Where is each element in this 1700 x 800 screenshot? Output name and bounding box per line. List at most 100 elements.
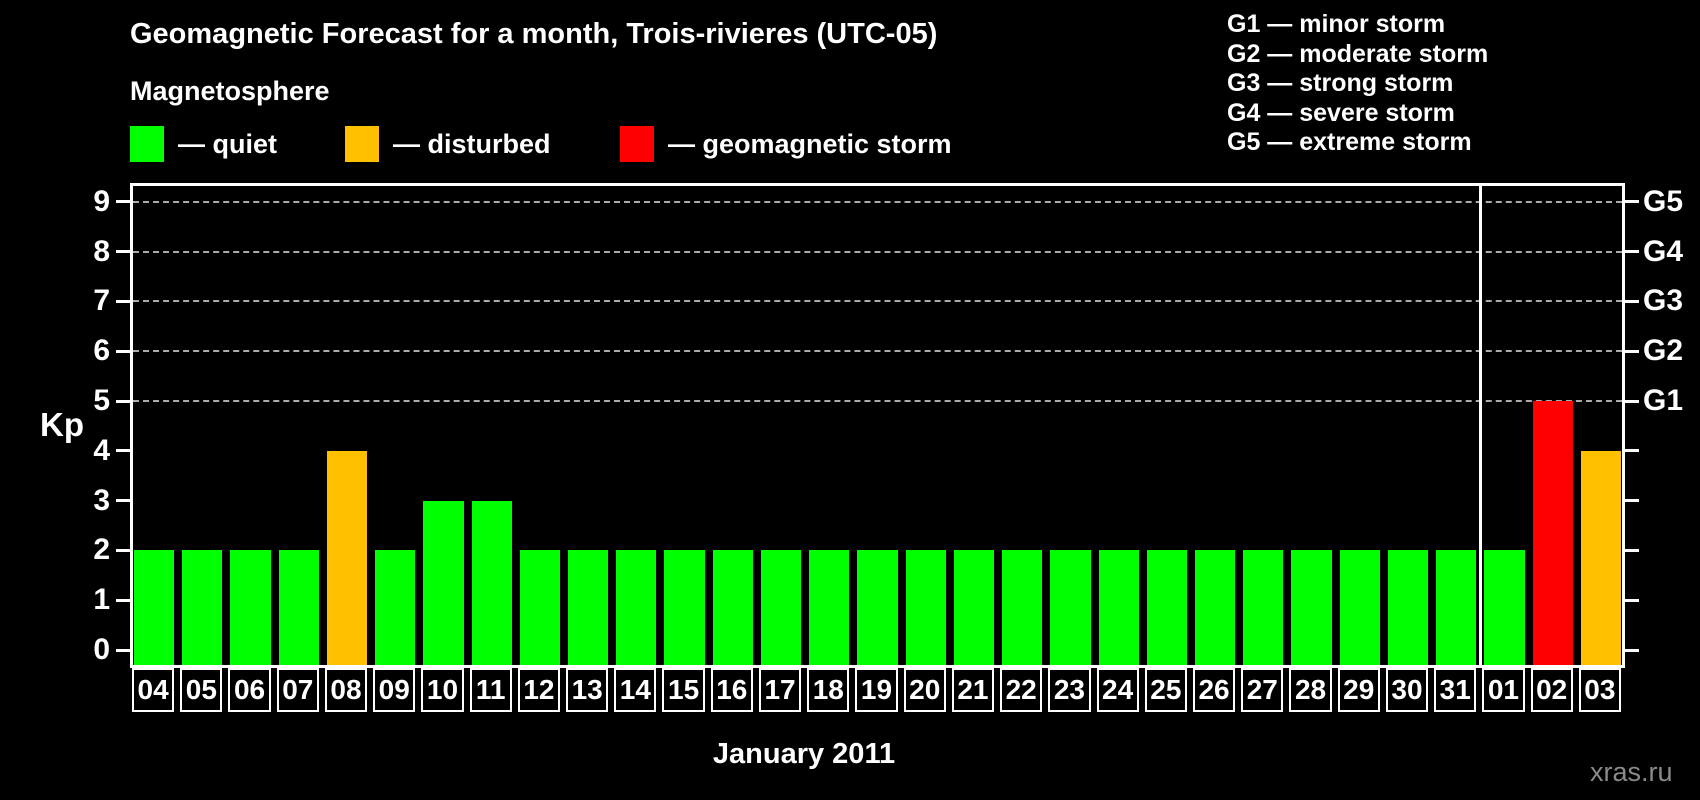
left-tick-4 (116, 449, 130, 453)
day-box-25: 25 (1144, 668, 1187, 712)
day-box-16: 16 (710, 668, 753, 712)
day-box-21: 21 (951, 668, 995, 712)
bar-day-03 (1580, 450, 1621, 665)
day-box-04: 04 (132, 668, 175, 712)
bar-day-08 (326, 450, 368, 665)
bar-day-30 (1387, 550, 1429, 665)
right-axis-label-g1: G1 (1643, 384, 1684, 417)
y-tick-label-7: 7 (93, 284, 110, 318)
day-box-01: 01 (1482, 668, 1525, 712)
day-box-05: 05 (180, 668, 223, 712)
day-box-24: 24 (1096, 668, 1139, 712)
day-box-27: 27 (1241, 668, 1284, 712)
left-tick-9 (116, 200, 130, 204)
day-box-15: 15 (662, 668, 705, 712)
kp-axis-title: Kp (40, 406, 84, 443)
left-tick-6 (116, 349, 130, 353)
left-tick-5 (116, 399, 130, 403)
bar-day-13 (568, 550, 609, 665)
g-scale-legend: G1 — minor storm G2 — moderate storm G3 — … (1227, 10, 1488, 158)
bar-day-10 (423, 500, 464, 665)
legend-swatch-storm (620, 126, 654, 162)
day-box-20: 20 (903, 668, 946, 712)
gridline-kp8 (133, 250, 1622, 253)
plot-area: 0 1 2 3 4 5 6 7 8 9 G5 G4 G3 G2 G1 (93, 183, 1683, 668)
day-box-18: 18 (807, 668, 850, 712)
bar-day-24 (1098, 550, 1139, 665)
day-box-09: 09 (373, 668, 416, 712)
day-box-06: 06 (228, 668, 271, 712)
day-box-31: 31 (1434, 668, 1477, 712)
page-title: Geomagnetic Forecast for a month, Trois-… (130, 18, 938, 50)
g-legend-line-2: G2 — moderate storm (1227, 39, 1489, 68)
bar-day-15 (664, 550, 705, 665)
right-tick-0 (1625, 648, 1639, 652)
legend-swatch-disturbed (345, 126, 379, 162)
day-box-13: 13 (566, 668, 609, 712)
g-legend-line-4: G4 — severe storm (1227, 98, 1455, 127)
day-box-02: 02 (1530, 668, 1573, 712)
bar-day-23 (1050, 550, 1091, 665)
day-box-03: 03 (1578, 668, 1621, 712)
day-box-11: 11 (469, 668, 512, 712)
day-box-22: 22 (1000, 668, 1043, 712)
gridline-kp9 (133, 200, 1622, 203)
watermark: xras.ru (1590, 757, 1673, 787)
right-tick-2 (1625, 548, 1639, 552)
legend-label-storm: — geomagnetic storm (668, 128, 952, 159)
day-box-29: 29 (1337, 668, 1380, 712)
gridline-kp7 (133, 300, 1622, 303)
right-axis-label-g2: G2 (1643, 334, 1684, 368)
day-box-07: 07 (276, 668, 319, 712)
y-tick-label-1: 1 (93, 583, 110, 617)
day-box-23: 23 (1048, 668, 1091, 712)
bar-day-18 (809, 550, 850, 665)
day-box-19: 19 (855, 668, 898, 712)
bar-day-05 (182, 550, 223, 665)
legend-label-quiet: — quiet (178, 128, 277, 159)
legend-label-disturbed: — disturbed (393, 128, 551, 159)
legend-swatch-quiet (130, 126, 164, 162)
day-box-10: 10 (421, 668, 464, 712)
bar-day-04 (134, 550, 175, 665)
right-tick-9 (1625, 200, 1639, 204)
g-legend-line-5: G5 — extreme storm (1227, 128, 1472, 156)
day-box-08: 08 (324, 668, 368, 712)
bar-day-01 (1484, 550, 1525, 665)
bar-day-29 (1339, 550, 1380, 665)
right-tick-5 (1625, 399, 1639, 403)
day-box-30: 30 (1385, 668, 1429, 712)
x-axis-title: January 2011 (712, 738, 896, 770)
bar-day-19 (857, 550, 898, 665)
legend-item-quiet: — quiet (130, 124, 277, 164)
bar-day-07 (278, 550, 319, 665)
gridline-kp5 (133, 400, 1622, 402)
bar-day-21 (953, 550, 995, 665)
day-box-26: 26 (1192, 668, 1236, 712)
right-tick-3 (1625, 499, 1639, 503)
legend-item-storm: — geomagnetic storm (620, 124, 952, 164)
right-axis-label-g5: G5 (1643, 184, 1684, 218)
right-axis-label-g3: G3 (1643, 284, 1684, 318)
day-box-14: 14 (614, 668, 657, 712)
gridline-kp6 (133, 350, 1622, 353)
magnetosphere-label: Magnetosphere (130, 76, 330, 106)
right-tick-6 (1625, 349, 1639, 353)
y-tick-label-3: 3 (93, 483, 110, 517)
bar-day-02 (1532, 401, 1573, 665)
y-tick-label-5: 5 (93, 384, 110, 417)
bar-day-09 (375, 550, 416, 665)
left-tick-1 (116, 598, 130, 602)
day-box-12: 12 (517, 668, 561, 712)
left-tick-3 (116, 499, 130, 503)
left-tick-0 (116, 648, 130, 652)
bar-day-14 (616, 550, 657, 665)
bar-day-26 (1194, 550, 1236, 665)
bar-day-22 (1002, 550, 1043, 665)
y-tick-label-2: 2 (93, 533, 110, 567)
y-tick-label-0: 0 (93, 633, 110, 666)
bar-day-25 (1146, 550, 1187, 665)
right-tick-4 (1625, 449, 1639, 453)
legend-item-disturbed: — disturbed (345, 124, 551, 164)
